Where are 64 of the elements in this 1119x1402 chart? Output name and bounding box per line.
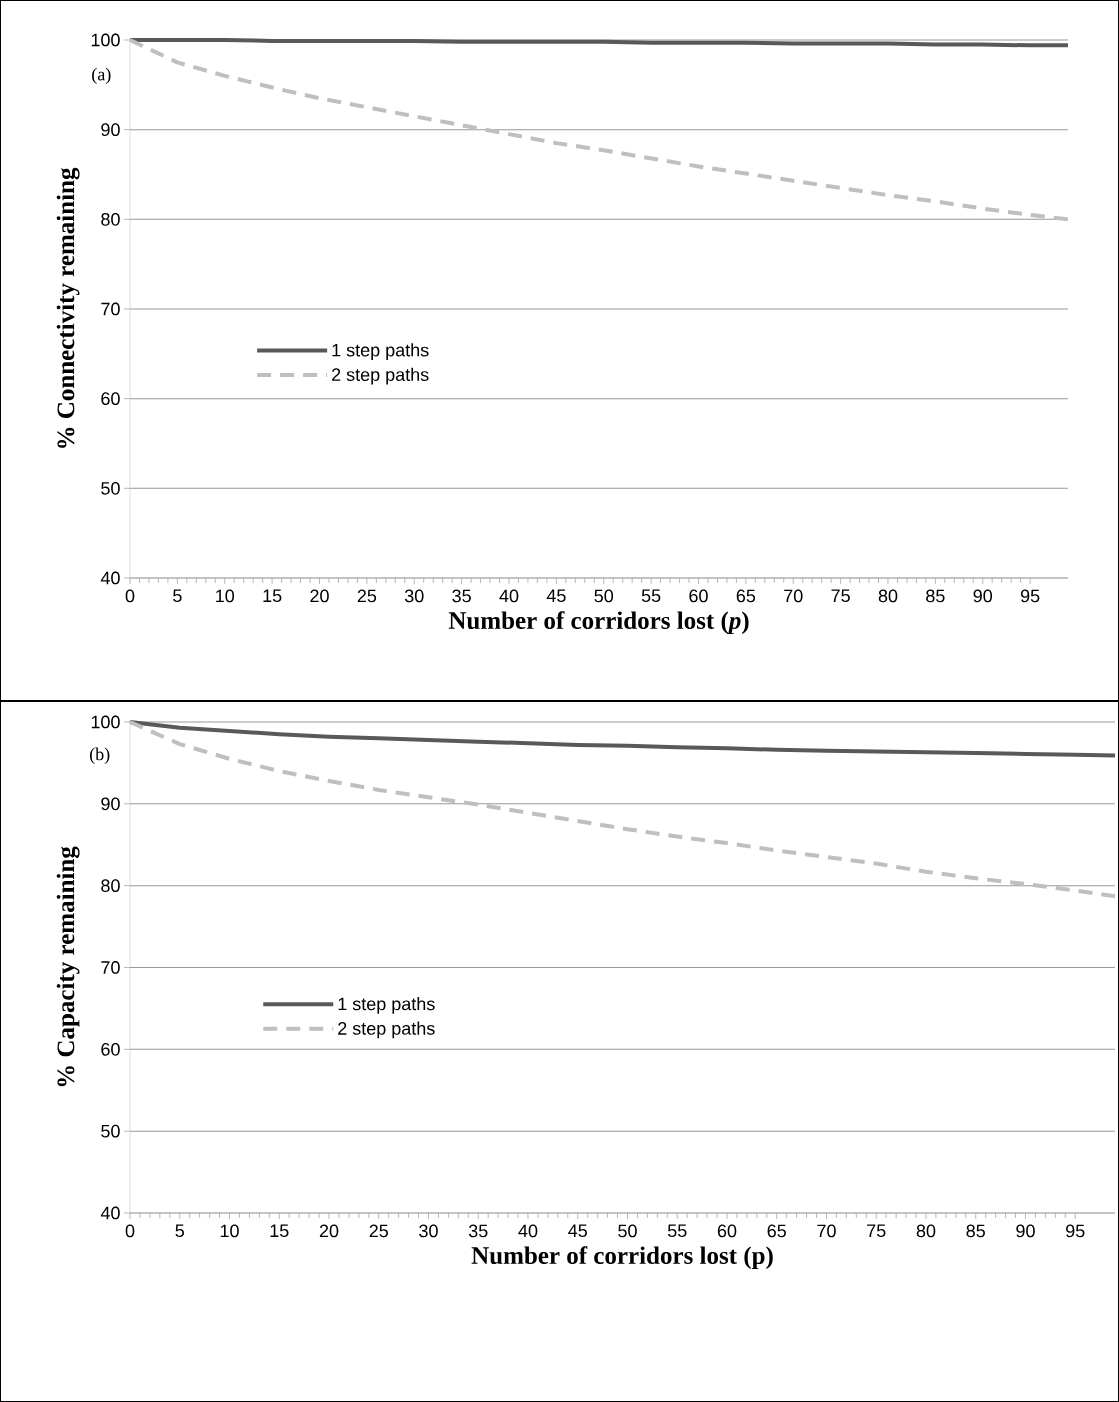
y-axis-title: % Capacity remaining xyxy=(56,846,80,1087)
x-tick-label: 10 xyxy=(216,589,235,603)
legend-label: 2 step paths xyxy=(332,367,429,385)
x-tick-label: 35 xyxy=(452,589,471,603)
x-tick-label: 30 xyxy=(419,1224,438,1238)
legend-label: 2 step paths xyxy=(338,1021,435,1039)
y-tick-label: 90 xyxy=(101,797,120,811)
x-tick-label: 75 xyxy=(867,1224,886,1238)
x-tick-label: 20 xyxy=(310,589,329,603)
x-tick-label: 40 xyxy=(499,589,519,603)
x-tick-label: 60 xyxy=(689,589,708,603)
y-tick-label: 60 xyxy=(101,1042,120,1056)
x-tick-label: 50 xyxy=(618,1224,637,1238)
x-tick-label: 40 xyxy=(518,1224,538,1238)
x-tick-label: 10 xyxy=(220,1224,239,1238)
x-tick-label: 55 xyxy=(667,1224,687,1238)
y-tick-label: 90 xyxy=(101,123,120,137)
y-tick-label: 60 xyxy=(101,392,120,406)
x-tick-label: 85 xyxy=(966,1224,985,1238)
x-tick-label: 45 xyxy=(546,589,566,603)
x-tick-label: 55 xyxy=(641,589,661,603)
y-tick-label: 70 xyxy=(101,961,120,974)
x-tick-label: 90 xyxy=(1016,1224,1035,1238)
x-tick-label: 80 xyxy=(916,1224,936,1238)
x-tick-label: 80 xyxy=(878,589,898,603)
x-tick-label: 20 xyxy=(319,1224,339,1238)
x-tick-label: 45 xyxy=(568,1224,587,1238)
x-tick-label: 70 xyxy=(817,1224,836,1238)
x-tick-label: 85 xyxy=(926,589,945,603)
x-tick-label: 0 xyxy=(125,589,135,603)
x-tick-label: 5 xyxy=(173,589,182,603)
y-tick-label: 100 xyxy=(91,33,120,47)
x-tick-label: 90 xyxy=(973,589,993,603)
x-tick-label: 65 xyxy=(736,589,756,603)
y-tick-label: 70 xyxy=(101,302,120,316)
x-tick-label: 60 xyxy=(717,1224,737,1238)
x-tick-label: 65 xyxy=(767,1224,786,1238)
x-tick-label: 35 xyxy=(468,1224,488,1238)
y-tick-label: 80 xyxy=(101,212,120,226)
x-axis-title: Number of corridors lost (p) xyxy=(471,1246,773,1270)
y-tick-label: 50 xyxy=(101,481,120,495)
text: (a) xyxy=(92,67,111,85)
x-tick-label: 70 xyxy=(784,589,803,603)
legend-label: 1 step paths xyxy=(338,997,435,1014)
x-tick-label: 75 xyxy=(831,589,850,603)
x-tick-label: 25 xyxy=(369,1224,388,1238)
legend-label: 1 step paths xyxy=(332,343,429,361)
y-tick-label: 40 xyxy=(100,1206,120,1220)
y-tick-label: 100 xyxy=(91,715,120,729)
x-tick-label: 15 xyxy=(270,1224,289,1238)
x-tick-label: 25 xyxy=(357,589,377,603)
y-tick-label: 50 xyxy=(101,1124,120,1138)
x-tick-label: 5 xyxy=(175,1224,184,1238)
x-tick-label: 0 xyxy=(125,1224,135,1238)
x-tick-label: 15 xyxy=(263,589,282,603)
x-tick-label: 30 xyxy=(404,589,424,603)
x-tick-label: 95 xyxy=(1066,1224,1085,1238)
y-axis-title: % Connectivity remaining xyxy=(56,167,80,448)
text: (b) xyxy=(89,747,110,764)
y-tick-label: 40 xyxy=(100,571,120,585)
x-tick-label: 95 xyxy=(1020,589,1040,603)
x-tick-label: 50 xyxy=(594,589,614,603)
x-axis-title: Number of corridors lost (p) xyxy=(448,611,749,635)
y-tick-label: 80 xyxy=(101,879,120,893)
